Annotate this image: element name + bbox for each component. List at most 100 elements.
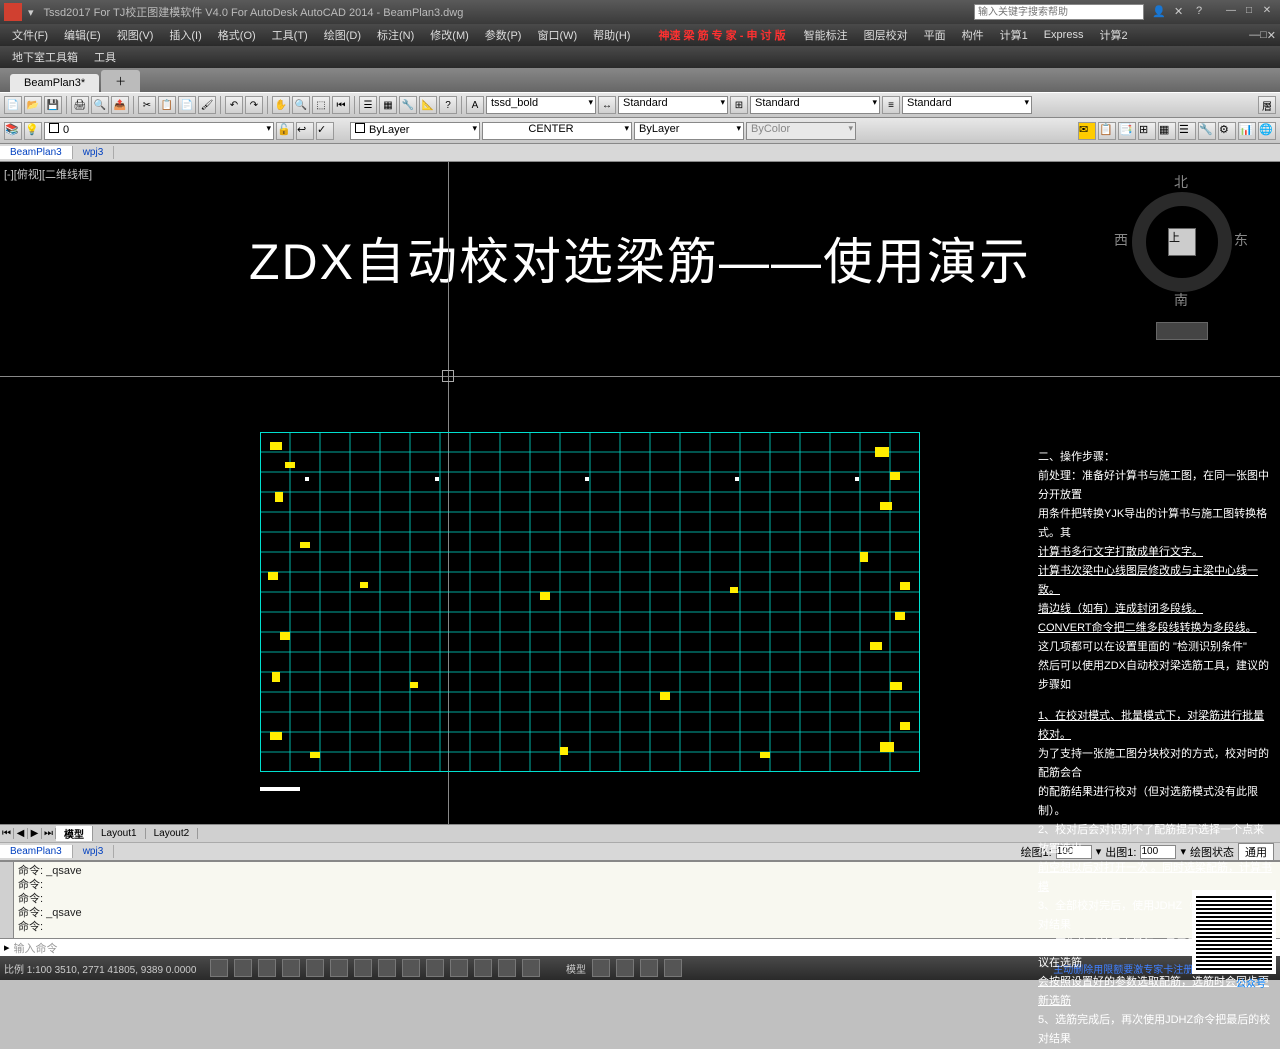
tb-btn8[interactable]: ⚙ xyxy=(1218,122,1236,140)
font-dropdown[interactable]: tssd_bold xyxy=(486,96,596,114)
cut-button[interactable]: ✂ xyxy=(138,96,156,114)
layermgr-button[interactable]: 層 xyxy=(1258,96,1276,114)
layout-prev[interactable]: ◀ xyxy=(14,828,28,839)
layerstate-button[interactable]: 💡 xyxy=(24,122,42,140)
tb-btn3[interactable]: 📑 xyxy=(1118,122,1136,140)
sb-btn3[interactable] xyxy=(640,959,658,977)
open-button[interactable]: 📂 xyxy=(24,96,42,114)
zoomwin-button[interactable]: ⬚ xyxy=(312,96,330,114)
menu-param[interactable]: 参数(P) xyxy=(477,27,530,43)
menu-layer[interactable]: 图层校对 xyxy=(856,27,916,43)
linetype-dropdown[interactable]: CENTER xyxy=(482,122,632,140)
props-button[interactable]: ☰ xyxy=(359,96,377,114)
menu-basement[interactable]: 地下室工具箱 xyxy=(4,49,86,65)
ducs-button[interactable] xyxy=(378,959,396,977)
menu-tool2[interactable]: 工具 xyxy=(86,49,124,65)
help2-button[interactable]: ? xyxy=(439,96,457,114)
tpy-button[interactable] xyxy=(450,959,468,977)
menu-plan[interactable]: 平面 xyxy=(916,27,954,43)
menu-calc1[interactable]: 计算1 xyxy=(992,27,1036,43)
textstyle-icon[interactable]: A xyxy=(466,96,484,114)
print-button[interactable]: 🖨 xyxy=(71,96,89,114)
copy-button[interactable]: 📋 xyxy=(158,96,176,114)
otrack-button[interactable] xyxy=(354,959,372,977)
exchange-icon[interactable]: ✕ xyxy=(1174,5,1188,19)
menu-calc2[interactable]: 计算2 xyxy=(1091,27,1135,43)
ortho-button[interactable] xyxy=(258,959,276,977)
tool-button[interactable]: 🔧 xyxy=(399,96,417,114)
doc-restore[interactable]: □ xyxy=(1260,29,1267,42)
help-search-input[interactable] xyxy=(974,4,1144,20)
file-tab2-1[interactable]: BeamPlan3 xyxy=(0,845,73,858)
menu-express[interactable]: Express xyxy=(1036,29,1092,41)
menu-member[interactable]: 构件 xyxy=(954,27,992,43)
snap-button[interactable] xyxy=(210,959,228,977)
layout-first[interactable]: ⏮ xyxy=(0,828,14,839)
menu-window[interactable]: 窗口(W) xyxy=(529,27,585,43)
tb-btn1[interactable]: ✉ xyxy=(1078,122,1096,140)
layout-model[interactable]: 模型 xyxy=(56,826,93,841)
maximize-button[interactable]: □ xyxy=(1240,5,1258,19)
cmd-handle[interactable] xyxy=(0,862,14,938)
osnap-button[interactable] xyxy=(306,959,324,977)
zoom-button[interactable]: 🔍 xyxy=(292,96,310,114)
color-dropdown[interactable]: ByLayer xyxy=(350,122,480,140)
layout-1[interactable]: Layout1 xyxy=(93,828,146,839)
doc-close[interactable]: ✕ xyxy=(1267,29,1276,42)
am-button[interactable] xyxy=(522,959,540,977)
minimize-button[interactable]: — xyxy=(1222,5,1240,19)
tb-btn7[interactable]: 🔧 xyxy=(1198,122,1216,140)
tablestyle-icon[interactable]: ⊞ xyxy=(730,96,748,114)
new-button[interactable]: 📄 xyxy=(4,96,22,114)
std3-dropdown[interactable]: Standard xyxy=(902,96,1032,114)
dimstyle-icon[interactable]: ↔ xyxy=(598,96,616,114)
tb-btn9[interactable]: 📊 xyxy=(1238,122,1256,140)
grid-button[interactable] xyxy=(234,959,252,977)
view-cube[interactable]: 北 南 东 西 上 xyxy=(1112,172,1252,312)
menu-view[interactable]: 视图(V) xyxy=(109,27,162,43)
drawing-viewport[interactable]: [-][俯视][二维线框] ZDX自动校对选梁筋——使用演示 二、操作步骤： 前… xyxy=(0,162,1280,824)
save-button[interactable]: 💾 xyxy=(44,96,62,114)
layout-next[interactable]: ▶ xyxy=(28,828,42,839)
help-icon[interactable]: ? xyxy=(1196,5,1210,19)
dim-dropdown[interactable]: Standard xyxy=(618,96,728,114)
std2-dropdown[interactable]: Standard xyxy=(750,96,880,114)
view-label[interactable]: [-][俯视][二维线框] xyxy=(4,166,92,182)
polar-button[interactable] xyxy=(282,959,300,977)
menu-help[interactable]: 帮助(H) xyxy=(585,27,638,43)
menu-tools[interactable]: 工具(T) xyxy=(264,27,316,43)
sc-button[interactable] xyxy=(498,959,516,977)
doc-tab-plus[interactable]: ＋ xyxy=(101,70,140,92)
menu-format[interactable]: 格式(O) xyxy=(210,27,264,43)
plotstyle-dropdown[interactable]: ByColor xyxy=(746,122,856,140)
dyn-button[interactable] xyxy=(402,959,420,977)
qat-dropdown[interactable]: ▾ xyxy=(28,6,34,19)
file-tab2-2[interactable]: wpj3 xyxy=(73,845,115,858)
menu-modify[interactable]: 修改(M) xyxy=(422,27,477,43)
menu-edit[interactable]: 编辑(E) xyxy=(56,27,109,43)
layerprev-button[interactable]: ↩ xyxy=(296,122,314,140)
undo-button[interactable]: ↶ xyxy=(225,96,243,114)
mlstyle-icon[interactable]: ≡ xyxy=(882,96,900,114)
close-button[interactable]: ✕ xyxy=(1258,5,1276,19)
file-tab-1[interactable]: BeamPlan3 xyxy=(0,146,73,159)
sheet-button[interactable]: ▦ xyxy=(379,96,397,114)
model-badge[interactable]: 模型 xyxy=(566,961,586,976)
calc-button[interactable]: 📐 xyxy=(419,96,437,114)
file-tab-2[interactable]: wpj3 xyxy=(73,146,115,159)
layer-dropdown[interactable]: 0 xyxy=(44,122,274,140)
tb-btn2[interactable]: 📋 xyxy=(1098,122,1116,140)
menu-smart[interactable]: 智能标注 xyxy=(796,27,856,43)
publish-button[interactable]: 📤 xyxy=(111,96,129,114)
layeriso-button[interactable]: 🔓 xyxy=(276,122,294,140)
layout-2[interactable]: Layout2 xyxy=(146,828,199,839)
menu-dim[interactable]: 标注(N) xyxy=(369,27,422,43)
paste-button[interactable]: 📄 xyxy=(178,96,196,114)
tb-btn6[interactable]: ☰ xyxy=(1178,122,1196,140)
layer-button[interactable]: 📚 xyxy=(4,122,22,140)
tb-btn4[interactable]: ⊞ xyxy=(1138,122,1156,140)
preview-button[interactable]: 🔍 xyxy=(91,96,109,114)
redo-button[interactable]: ↷ xyxy=(245,96,263,114)
sb-btn4[interactable] xyxy=(664,959,682,977)
3dosnap-button[interactable] xyxy=(330,959,348,977)
